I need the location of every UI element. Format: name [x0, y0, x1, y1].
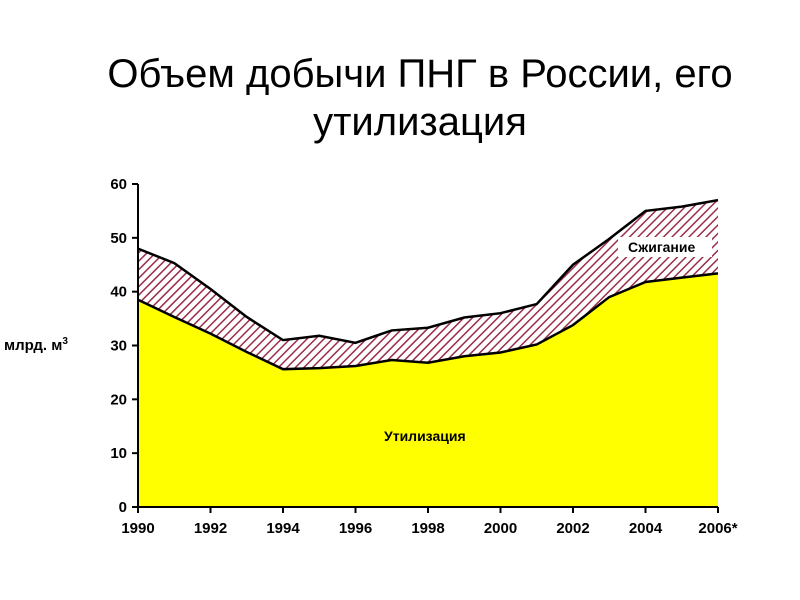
chart-title: Объем добычи ПНГ в России, его утилизаци…: [107, 52, 733, 144]
x-tick-label: 2000: [484, 520, 517, 537]
y-tick-label: 0: [119, 499, 127, 516]
line-utilizatsiya: [137, 272, 719, 371]
x-tick-label: 1996: [339, 520, 372, 537]
area-szhiganie: [138, 200, 718, 370]
y-axis-label-superscript: 3: [62, 336, 68, 347]
x-tick-label: 2006*: [698, 520, 737, 537]
x-tick-label: 1994: [266, 520, 300, 537]
x-tick-label: 1990: [121, 520, 154, 537]
y-tick-label: 50: [110, 230, 127, 247]
x-tick-label: 1992: [194, 520, 227, 537]
y-tick-label: 60: [110, 176, 127, 193]
sжигание-label-background: [618, 237, 712, 257]
series-label-sжигание: Сжигание: [628, 239, 695, 255]
x-tick-label: 2002: [556, 520, 589, 537]
area-utilizatsiya: [138, 273, 718, 507]
y-axis-label-text: млрд. м: [4, 337, 63, 354]
line-total: [137, 198, 719, 345]
x-tick-label: 2004: [629, 520, 663, 537]
y-tick-label: 30: [110, 338, 127, 355]
y-tick-label: 10: [110, 445, 127, 462]
series-label-utilizatsiya: Утилизация: [384, 428, 466, 444]
y-tick-label: 20: [110, 391, 127, 408]
x-tick-label: 1998: [411, 520, 444, 537]
y-axis-label: млрд. м3: [4, 336, 68, 354]
y-tick-label: 40: [110, 284, 127, 301]
